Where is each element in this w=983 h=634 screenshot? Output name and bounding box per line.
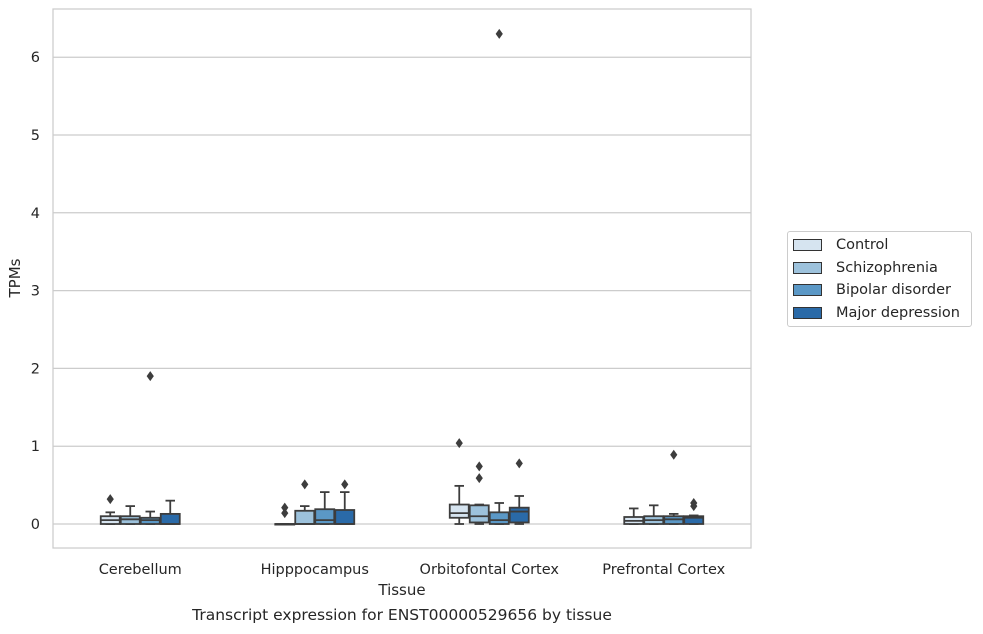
grid-lines — [53, 56, 751, 525]
legend-label: Major depression — [836, 304, 960, 321]
box-iqr — [683, 515, 705, 525]
box-iqr — [508, 506, 530, 524]
x-tick-label: Cerebellum — [99, 562, 182, 578]
legend-item: Control — [793, 236, 888, 254]
box-iqr — [468, 504, 490, 524]
box-control — [448, 438, 470, 525]
box-schizophrenia — [119, 505, 141, 525]
x-axis-label: Tissue — [377, 581, 425, 599]
outlier-point — [475, 461, 483, 472]
box-control — [274, 502, 296, 526]
box-iqr — [488, 511, 510, 525]
outlier-point — [455, 438, 463, 449]
outlier-point — [281, 508, 289, 519]
x-tick-label: Prefrontal Cortex — [602, 562, 725, 578]
box-iqr — [448, 503, 470, 519]
outlier-point — [670, 449, 678, 460]
box-groups — [99, 28, 705, 526]
legend-item: Major depression — [793, 304, 960, 322]
y-axis-label: TPMs — [6, 258, 24, 298]
box-major-depression — [508, 458, 530, 525]
outlier-point — [515, 458, 523, 469]
box-control — [99, 494, 121, 525]
x-tick-label: Hipppocampus — [261, 562, 369, 578]
box-major-depression — [159, 499, 181, 525]
box-major-depression — [683, 497, 705, 525]
legend-swatch — [793, 306, 822, 319]
y-tick-label: 4 — [31, 206, 40, 222]
chart-caption: Transcript expression for ENST0000052965… — [192, 606, 612, 624]
legend: Control Schizophrenia Bipolar disorder Majo… — [787, 231, 972, 327]
legend-swatch — [793, 284, 822, 296]
box-bipolar-disorder — [663, 449, 685, 525]
box-bipolar-disorder — [139, 371, 161, 525]
box-schizophrenia — [468, 461, 490, 525]
outlier-point — [106, 494, 114, 505]
y-tick-label: 3 — [31, 284, 40, 300]
legend-label: Bipolar disorder — [836, 282, 951, 298]
outlier-point — [281, 502, 289, 513]
x-tick-labels: Cerebellum Hipppocampus Orbitofontal Corte… — [99, 562, 726, 578]
x-tick-label: Orbitofontal Cortex — [420, 562, 560, 578]
box-iqr — [314, 508, 336, 525]
legend-item: Schizophrenia — [793, 259, 938, 277]
plot-area-frame — [52, 8, 752, 549]
legend-swatch — [793, 261, 822, 274]
box-bipolar-disorder — [314, 491, 336, 525]
box-schizophrenia — [643, 504, 665, 525]
outlier-point — [146, 371, 154, 382]
outlier-point — [690, 497, 698, 508]
legend-label: Control — [836, 237, 889, 253]
outlier-point — [301, 479, 309, 490]
legend-item: Bipolar disorder — [793, 281, 951, 299]
legend-swatch — [793, 239, 822, 251]
y-tick-label: 0 — [31, 517, 40, 533]
box-schizophrenia — [294, 479, 316, 525]
box-iqr — [159, 512, 181, 525]
outlier-point — [341, 479, 349, 490]
y-tick-labels: 0 1 2 3 4 5 6 — [31, 50, 40, 533]
outlier-point — [495, 28, 503, 39]
y-tick-label: 1 — [31, 439, 40, 455]
y-tick-label: 6 — [31, 50, 40, 66]
box-control — [623, 507, 645, 525]
box-iqr — [334, 509, 356, 525]
box-major-depression — [334, 479, 356, 525]
box-iqr — [294, 509, 316, 525]
outlier-point — [475, 473, 483, 484]
box-bipolar-disorder — [488, 28, 510, 525]
y-tick-label: 5 — [31, 128, 40, 144]
y-tick-label: 2 — [31, 361, 40, 377]
legend-label: Schizophrenia — [836, 259, 938, 276]
